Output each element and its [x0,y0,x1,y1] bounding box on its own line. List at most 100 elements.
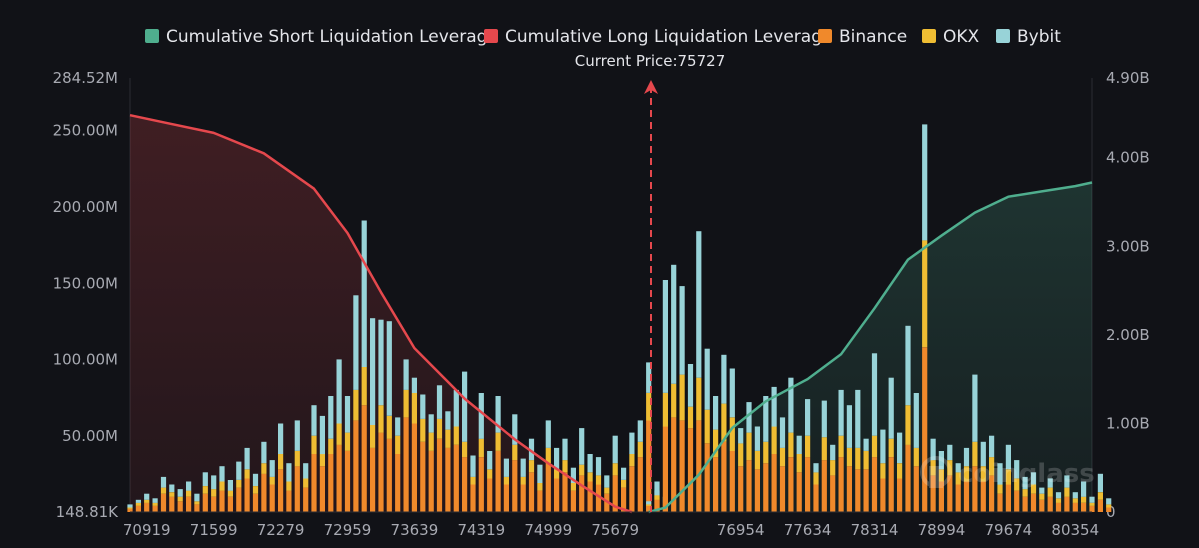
long-bar-okx[interactable] [227,490,233,497]
long-bar-binance[interactable] [495,451,501,512]
short-bar-okx[interactable] [796,454,802,473]
long-bar-binance[interactable] [462,457,468,512]
short-bar-okx[interactable] [813,472,819,485]
long-bar-binance[interactable] [445,447,451,512]
short-bar-okx[interactable] [687,406,694,429]
long-bar-okx[interactable] [311,435,317,454]
long-bar-binance[interactable] [420,441,426,512]
short-bar-okx[interactable] [704,409,710,444]
short-bar-binance[interactable] [1022,496,1028,512]
short-bar-okx[interactable] [838,435,844,458]
short-bar-bybit[interactable] [1005,444,1011,470]
short-bar-okx[interactable] [821,437,827,461]
long-bar-okx[interactable] [420,418,426,442]
long-bar-binance[interactable] [294,466,300,512]
long-bar-okx[interactable] [353,389,359,421]
short-bar-bybit[interactable] [779,417,786,448]
short-bar-okx[interactable] [989,457,995,476]
short-bar-binance[interactable] [662,426,668,513]
short-bar-okx[interactable] [1089,502,1095,506]
long-bar-okx[interactable] [512,444,518,461]
long-bar-okx[interactable] [202,486,208,494]
long-bar-binance[interactable] [135,505,141,512]
short-bar-bybit[interactable] [687,364,694,407]
long-bar-binance[interactable] [244,478,250,512]
short-bar-okx[interactable] [721,403,727,442]
short-bar-okx[interactable] [1097,492,1103,500]
short-bar-binance[interactable] [880,478,886,512]
long-bar-binance[interactable] [336,444,342,512]
long-bar-binance[interactable] [621,487,627,512]
short-bar-binance[interactable] [746,460,752,512]
long-bar-binance[interactable] [378,432,384,512]
short-bar-bybit[interactable] [796,435,802,454]
long-bar-bybit[interactable] [336,359,342,424]
short-bar-okx[interactable] [696,377,702,421]
long-bar-bybit[interactable] [570,467,576,483]
short-bar-binance[interactable] [796,472,802,512]
short-bar-binance[interactable] [955,484,961,513]
long-bar-bybit[interactable] [219,466,225,482]
short-bar-okx[interactable] [922,240,928,348]
long-bar-okx[interactable] [579,464,585,476]
short-bar-okx[interactable] [880,463,886,479]
short-bar-okx[interactable] [1081,496,1087,503]
long-bar-okx[interactable] [562,460,568,473]
long-bar-binance[interactable] [127,508,133,512]
long-bar-binance[interactable] [311,454,317,512]
short-bar-binance[interactable] [671,417,677,512]
short-bar-okx[interactable] [980,466,986,482]
long-bar-okx[interactable] [177,496,183,502]
long-bar-binance[interactable] [595,484,602,513]
long-bar-okx[interactable] [612,463,618,476]
long-bar-bybit[interactable] [186,481,192,491]
short-bar-bybit[interactable] [1022,476,1028,490]
long-bar-binance[interactable] [537,490,543,512]
short-bar-okx[interactable] [779,447,786,467]
long-bar-okx[interactable] [587,472,593,482]
short-bar-bybit[interactable] [1014,460,1020,479]
long-bar-binance[interactable] [219,490,225,512]
short-bar-binance[interactable] [855,469,861,512]
short-bar-binance[interactable] [1047,496,1053,512]
short-bar-okx[interactable] [729,417,735,451]
long-bar-binance[interactable] [579,475,585,512]
short-bar-okx[interactable] [846,447,852,467]
long-bar-bybit[interactable] [152,498,158,503]
long-bar-okx[interactable] [244,469,250,479]
short-bar-binance[interactable] [646,505,652,512]
short-bar-bybit[interactable] [972,374,978,442]
long-bar-bybit[interactable] [328,396,334,439]
short-bar-bybit[interactable] [913,393,919,448]
short-bar-bybit[interactable] [646,501,652,505]
short-bar-bybit[interactable] [880,429,886,464]
long-bar-bybit[interactable] [194,493,200,502]
short-bar-okx[interactable] [830,460,836,476]
short-bar-binance[interactable] [763,463,769,512]
short-bar-bybit[interactable] [1072,492,1078,499]
long-bar-bybit[interactable] [286,463,292,482]
long-bar-bybit[interactable] [395,417,401,436]
long-bar-binance[interactable] [386,438,392,512]
short-bar-bybit[interactable] [855,389,861,448]
short-bar-bybit[interactable] [763,396,769,442]
short-bar-okx[interactable] [947,460,953,476]
short-bar-bybit[interactable] [1039,487,1045,494]
long-bar-bybit[interactable] [646,362,652,393]
long-bar-binance[interactable] [194,504,200,512]
short-bar-bybit[interactable] [1030,472,1037,485]
long-bar-bybit[interactable] [169,484,175,493]
long-bar-okx[interactable] [186,490,192,497]
long-bar-bybit[interactable] [177,489,183,497]
long-bar-binance[interactable] [278,469,284,512]
legend-item-long-leverage[interactable]: Cumulative Long Liquidation Leverage [484,27,832,47]
short-bar-binance[interactable] [813,484,819,513]
short-bar-okx[interactable] [905,405,911,445]
long-bar-okx[interactable] [646,393,652,421]
long-bar-binance[interactable] [487,478,493,512]
long-bar-bybit[interactable] [621,467,627,480]
long-bar-bybit[interactable] [554,447,560,470]
short-bar-binance[interactable] [821,460,827,512]
short-bar-binance[interactable] [930,475,936,512]
long-bar-binance[interactable] [202,493,208,512]
